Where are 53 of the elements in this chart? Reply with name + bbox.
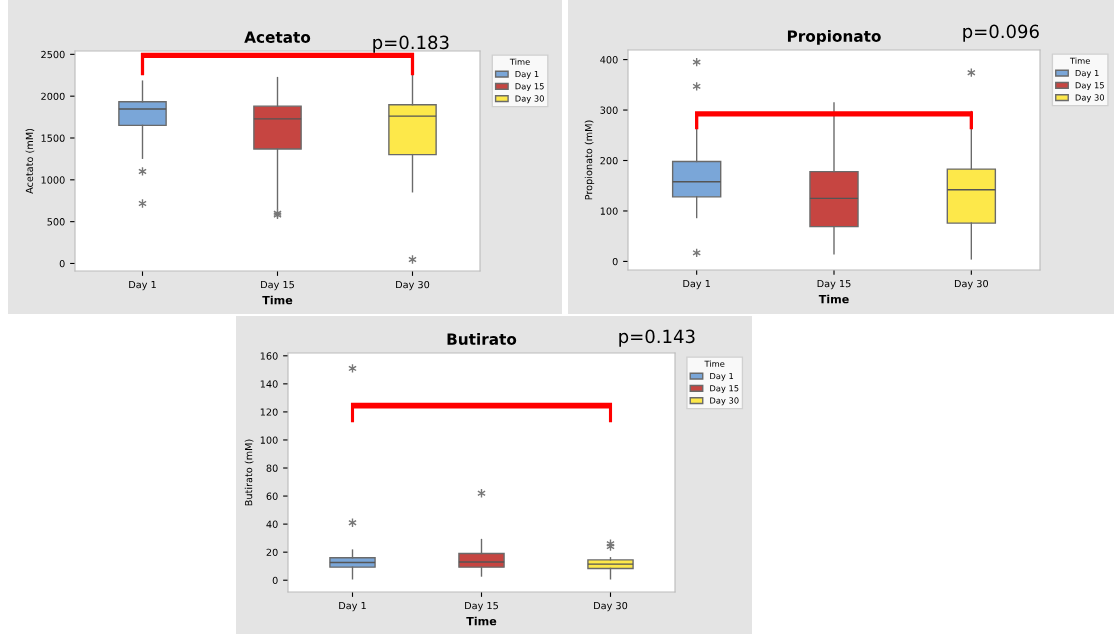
legend-label: Day 30: [515, 95, 544, 104]
x-tick-label: Day 30: [594, 601, 628, 612]
annotation: p=0.183: [373, 35, 449, 53]
x-tick-label: Day 1: [339, 602, 366, 612]
legend-label: Day 15: [515, 83, 544, 92]
x-axis-title: Time: [262, 295, 293, 305]
y-tick-label: 140: [260, 380, 278, 388]
x-tick-label: Day 15: [465, 602, 498, 612]
y-axis-title: Acetato (mM): [25, 128, 35, 194]
y-tick-label: 1500: [41, 134, 65, 142]
y-tick-label: 100: [600, 207, 618, 215]
y-tick-label: 500: [47, 218, 65, 226]
x-axis-title: Time: [466, 616, 497, 626]
y-tick-label: 400: [600, 56, 618, 64]
y-tick-label: 0: [59, 259, 65, 268]
y-tick-label: 60: [266, 492, 278, 500]
x-tick-label: Day 1: [129, 281, 156, 291]
y-tick-label: 2500: [41, 50, 65, 59]
text: p=0.096: [963, 24, 1039, 42]
y-tick-label: 200: [600, 156, 618, 165]
legend-label: Day 1: [1075, 69, 1099, 78]
x-axis-title: Time: [818, 294, 849, 304]
y-tick-label: 160: [260, 352, 278, 360]
x-tick-label: Day 1: [683, 280, 711, 290]
x-tick-label: Day 30: [396, 280, 430, 291]
chart-title: Acetato: [244, 31, 311, 43]
y-tick-label: 120: [260, 408, 278, 416]
legend-label: Day 30: [1075, 94, 1105, 103]
x-tick-label: Day 15: [261, 281, 294, 291]
y-tick-label: 0: [272, 576, 278, 585]
y-axis-title: Propionato (mM): [584, 120, 595, 200]
legend-label: Day 30: [710, 397, 739, 406]
y-tick-label: 100: [260, 436, 278, 444]
legend-label: Day 15: [1075, 82, 1104, 91]
text: p=0.143: [619, 329, 695, 347]
y-tick-label: 20: [266, 548, 278, 556]
x-tick-label: Day 30: [954, 279, 989, 290]
y-tick-label: 2000: [41, 92, 65, 100]
y-tick-label: 0: [612, 257, 618, 266]
chart-title: Butirato: [447, 333, 517, 345]
y-tick-label: 1000: [41, 176, 65, 184]
legend-title: Time: [509, 58, 530, 65]
y-axis-title: Butirato (mM): [244, 439, 254, 506]
legend-label: Day 15: [710, 385, 739, 394]
y-tick-label: 40: [266, 520, 278, 528]
chart-title: Propionato: [787, 30, 881, 45]
legend-label: Day 1: [515, 70, 539, 79]
y-tick-label: 80: [266, 464, 278, 472]
legend-title: Time: [1069, 57, 1090, 64]
legend-label: Day 1: [710, 372, 734, 381]
x-tick-label: Day 15: [817, 280, 851, 290]
legend-title: Time: [704, 360, 725, 367]
y-tick-label: 300: [600, 106, 618, 114]
